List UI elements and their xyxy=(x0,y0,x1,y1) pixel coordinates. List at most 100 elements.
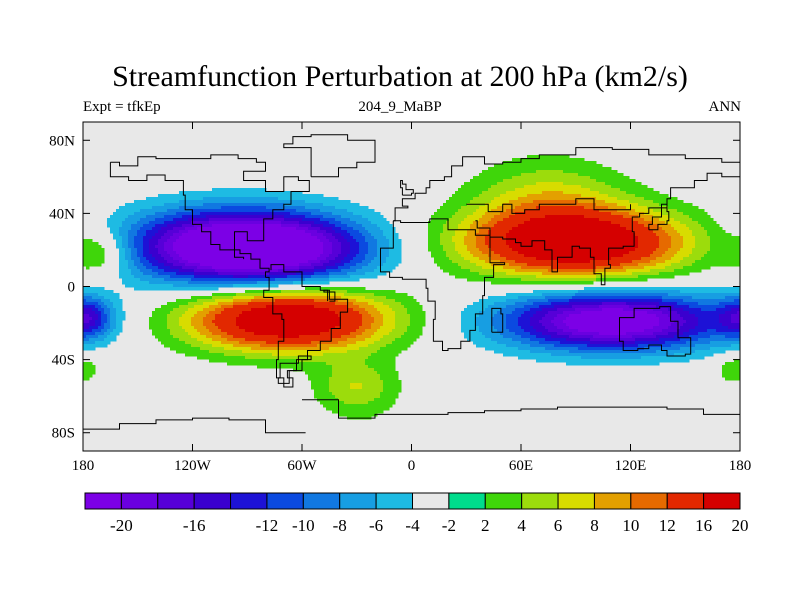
contour-cell xyxy=(686,320,699,324)
contour-cell xyxy=(188,302,204,306)
contour-cell xyxy=(479,173,522,177)
contour-cell xyxy=(146,266,159,270)
contour-cell xyxy=(92,308,99,312)
contour-cell xyxy=(440,206,462,210)
contour-cell xyxy=(722,365,740,369)
contour-cell xyxy=(557,260,591,264)
contour-cell xyxy=(137,221,150,225)
contour-cell xyxy=(350,383,363,387)
contour-cell xyxy=(83,317,93,321)
contour-cell xyxy=(605,200,630,204)
contour-cell xyxy=(323,242,333,246)
contour-cell xyxy=(122,242,129,246)
contour-cell xyxy=(518,356,582,360)
contour-cell xyxy=(605,182,642,186)
contour-cell xyxy=(332,245,342,249)
contour-cell xyxy=(329,347,360,351)
contour-cell xyxy=(215,314,240,318)
contour-cell xyxy=(377,251,390,255)
contour-cell xyxy=(341,296,366,300)
contour-cell xyxy=(626,191,660,195)
contour-cell xyxy=(506,320,519,324)
contour-cell xyxy=(179,260,189,264)
contour-cell xyxy=(320,218,336,222)
contour-cell xyxy=(410,320,426,324)
contour-cell xyxy=(176,212,201,216)
contour-cell xyxy=(167,209,192,213)
coastline xyxy=(283,134,376,178)
contour-cell xyxy=(410,314,426,318)
contour-cell xyxy=(350,266,363,270)
contour-cell xyxy=(179,269,195,273)
contour-cell xyxy=(158,266,171,270)
contour-cell xyxy=(428,224,444,228)
contour-cell xyxy=(680,221,699,225)
contour-cell xyxy=(473,221,489,225)
contour-cell xyxy=(212,188,267,192)
contour-cell xyxy=(323,203,360,207)
contour-cell xyxy=(116,326,123,330)
contour-cell xyxy=(611,257,642,261)
contour-cell xyxy=(134,236,144,240)
contour-cell xyxy=(692,251,708,255)
contour-cell xyxy=(485,260,501,264)
contour-cell xyxy=(320,227,333,231)
contour-cell xyxy=(182,266,198,270)
contour-cell xyxy=(200,212,291,216)
contour-cell xyxy=(659,245,672,249)
contour-cell xyxy=(134,287,219,291)
contour-cell xyxy=(167,251,177,255)
contour-cell xyxy=(509,200,534,204)
contour-cell xyxy=(458,224,471,228)
coastline xyxy=(277,355,312,384)
contour-cell xyxy=(248,302,336,306)
contour-cell xyxy=(362,260,372,264)
contour-cell xyxy=(227,338,246,342)
contour-cell xyxy=(383,314,396,318)
contour-cell xyxy=(128,245,135,249)
contour-cell xyxy=(353,302,369,306)
contour-cell xyxy=(104,311,111,315)
contour-cell xyxy=(548,329,564,333)
contour-cell xyxy=(119,206,153,210)
contour-cell xyxy=(710,248,740,252)
contour-cell xyxy=(587,344,639,348)
contour-cell xyxy=(491,257,507,261)
x-tick-label: 180 xyxy=(72,458,95,474)
colorbar-box xyxy=(666,492,705,510)
contour-cell xyxy=(395,326,408,330)
contour-cell xyxy=(596,197,618,201)
contour-cell xyxy=(653,332,669,336)
contour-cell xyxy=(254,332,321,336)
contour-cell xyxy=(281,221,300,225)
contour-cell xyxy=(305,371,333,375)
contour-cell xyxy=(683,245,696,249)
contour-cell xyxy=(155,245,165,249)
contour-cell xyxy=(458,209,477,213)
contour-cell xyxy=(143,236,153,240)
contour-cell xyxy=(488,305,507,309)
contour-cell xyxy=(608,206,627,210)
contour-cell xyxy=(155,257,165,261)
contour-cell xyxy=(527,194,582,198)
contour-cell xyxy=(152,236,162,240)
contour-cell xyxy=(176,299,198,303)
contour-cell xyxy=(371,221,390,225)
contour-cell xyxy=(131,224,144,228)
contour-cell xyxy=(83,374,93,378)
contour-cell xyxy=(692,296,726,300)
contour-cell xyxy=(464,242,477,246)
contour-cell xyxy=(668,248,681,252)
contour-cell xyxy=(134,245,144,249)
contour-cell xyxy=(506,314,522,318)
contour-cell xyxy=(524,329,537,333)
contour-cell xyxy=(452,260,471,264)
contour-cell xyxy=(116,242,123,246)
contour-cell xyxy=(323,404,393,408)
contour-cell xyxy=(341,251,351,255)
contour-cell xyxy=(458,251,471,255)
colorbar-box xyxy=(448,492,486,510)
contour-cell xyxy=(326,230,336,234)
contour-cell xyxy=(641,356,705,360)
